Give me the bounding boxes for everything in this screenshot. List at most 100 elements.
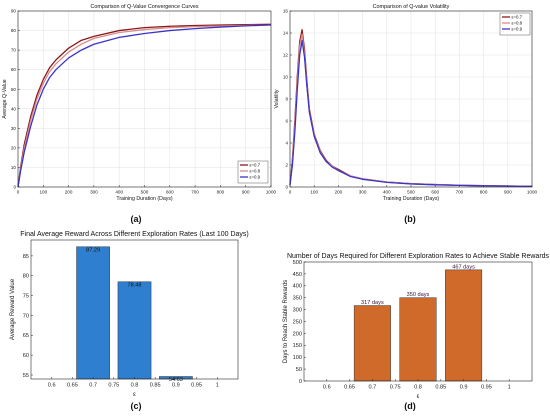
x-tick-label: 0	[17, 190, 20, 195]
y-tick-label: 65	[23, 333, 29, 339]
y-tick-label: 60	[11, 67, 17, 72]
y-tick-label: 250	[293, 319, 302, 325]
legend-label: ε=0.8	[512, 21, 523, 26]
chart-a: Comparison of Q-Value Convergence Curves…	[2, 4, 277, 224]
legend-label: ε=0.7	[250, 163, 261, 168]
y-tick-label: 80	[11, 28, 17, 33]
legend: ε=0.7ε=0.8ε=0.9	[237, 160, 269, 184]
y-tick-label: 10	[11, 165, 17, 170]
x-tick-label: 0.9	[460, 385, 468, 391]
x-tick-label: 0.9	[172, 383, 180, 389]
x-tick-label: 600	[431, 190, 439, 195]
y-tick-label: 350	[293, 296, 302, 302]
x-tick-label: 0.7	[89, 383, 97, 389]
data-label: 350 days	[407, 292, 430, 298]
x-tick-label: 200	[335, 190, 343, 195]
data-label: 467 days	[452, 264, 475, 270]
panel-label: (c)	[131, 401, 142, 411]
x-tick-label: 900	[242, 190, 250, 195]
x-tick-label: 0.85	[150, 383, 161, 389]
panel-label: (d)	[404, 401, 416, 411]
y-tick-label: 55	[23, 373, 29, 379]
x-tick-label: 0	[289, 190, 292, 195]
y-axis-label: Average Q-Value	[2, 79, 8, 118]
y-tick-label: 0	[299, 379, 302, 385]
y-axis-label: Days to Reach Stable Rewards	[283, 280, 289, 363]
y-tick-label: 30	[11, 126, 17, 131]
x-tick-label: 300	[359, 190, 367, 195]
x-tick-label: 1000	[266, 190, 277, 195]
x-tick-label: 0.85	[435, 385, 446, 391]
legend-label: ε=0.9	[250, 175, 261, 180]
legend-label: ε=0.7	[512, 15, 523, 20]
chart-title: Number of Days Required for Different Ex…	[287, 253, 550, 260]
x-tick-label: 500	[407, 190, 415, 195]
y-tick-label: 8	[285, 97, 288, 102]
y-tick-label: 100	[293, 355, 302, 361]
y-tick-label: 0	[13, 185, 16, 190]
y-tick-label: 300	[293, 307, 302, 313]
y-tick-label: 40	[11, 106, 17, 111]
y-tick-label: 150	[293, 343, 302, 349]
x-tick-label: 400	[115, 190, 123, 195]
bar	[445, 269, 483, 382]
y-tick-label: 400	[293, 284, 302, 290]
y-tick-label: 10	[283, 75, 289, 80]
panel-label: (b)	[404, 214, 416, 224]
x-tick-label: 0.7	[369, 385, 377, 391]
y-tick-label: 2	[285, 163, 288, 168]
y-tick-label: 450	[293, 272, 302, 278]
x-tick-label: 0.8	[131, 383, 139, 389]
legend-label: ε=0.9	[512, 27, 523, 32]
x-tick-label: 800	[480, 190, 488, 195]
bar	[353, 305, 391, 382]
data-label: 78.48	[128, 282, 142, 288]
data-label: 54.63	[169, 377, 183, 383]
x-tick-label: 700	[456, 190, 464, 195]
x-tick-label: 300	[90, 190, 98, 195]
y-tick-label: 14	[283, 31, 289, 36]
y-tick-label: 4	[285, 141, 288, 146]
x-tick-label: 1	[508, 385, 511, 391]
y-axis-label: Volatility	[274, 89, 280, 108]
bar	[117, 281, 152, 380]
chart-title: Comparison of Q-Value Convergence Curves	[90, 4, 198, 10]
bar	[76, 246, 110, 380]
x-axis-label: Training Duration (Days)	[116, 196, 173, 202]
x-tick-label: 500	[141, 190, 149, 195]
legend: ε=0.7ε=0.8ε=0.9	[499, 12, 531, 36]
y-tick-label: 90	[11, 9, 17, 14]
x-tick-label: 0.75	[108, 383, 119, 389]
y-tick-label: 70	[23, 313, 29, 319]
x-tick-label: 700	[191, 190, 199, 195]
x-tick-label: 0.8	[414, 385, 422, 391]
x-tick-label: 0.6	[48, 383, 56, 389]
bar	[399, 297, 437, 382]
x-tick-label: 0.65	[67, 383, 78, 389]
x-tick-label: 900	[504, 190, 512, 195]
series-line-2	[17, 24, 272, 188]
y-tick-label: 50	[296, 367, 302, 373]
x-axis-label: ε	[133, 392, 136, 398]
x-tick-label: 0.6	[323, 385, 331, 391]
x-tick-label: 1000	[527, 190, 538, 195]
y-tick-label: 70	[11, 48, 17, 53]
data-label: 87.29	[86, 247, 100, 253]
y-axis-label: Average Reward Value	[10, 278, 16, 340]
data-label: 317 days	[361, 300, 384, 306]
legend-label: ε=0.8	[250, 169, 261, 174]
x-tick-label: 0.95	[481, 385, 492, 391]
x-tick-label: 0.65	[344, 385, 355, 391]
y-tick-label: 12	[283, 53, 289, 58]
y-tick-label: 75	[23, 293, 29, 299]
y-tick-label: 60	[23, 353, 29, 359]
y-tick-label: 6	[285, 119, 288, 124]
y-tick-label: 80	[23, 274, 29, 280]
x-tick-label: 0.75	[390, 385, 401, 391]
panel-label: (a)	[131, 214, 142, 224]
chart-title: Final Average Reward Across Different Ex…	[20, 231, 249, 238]
series-line-1	[17, 23, 272, 188]
x-tick-label: 800	[217, 190, 225, 195]
